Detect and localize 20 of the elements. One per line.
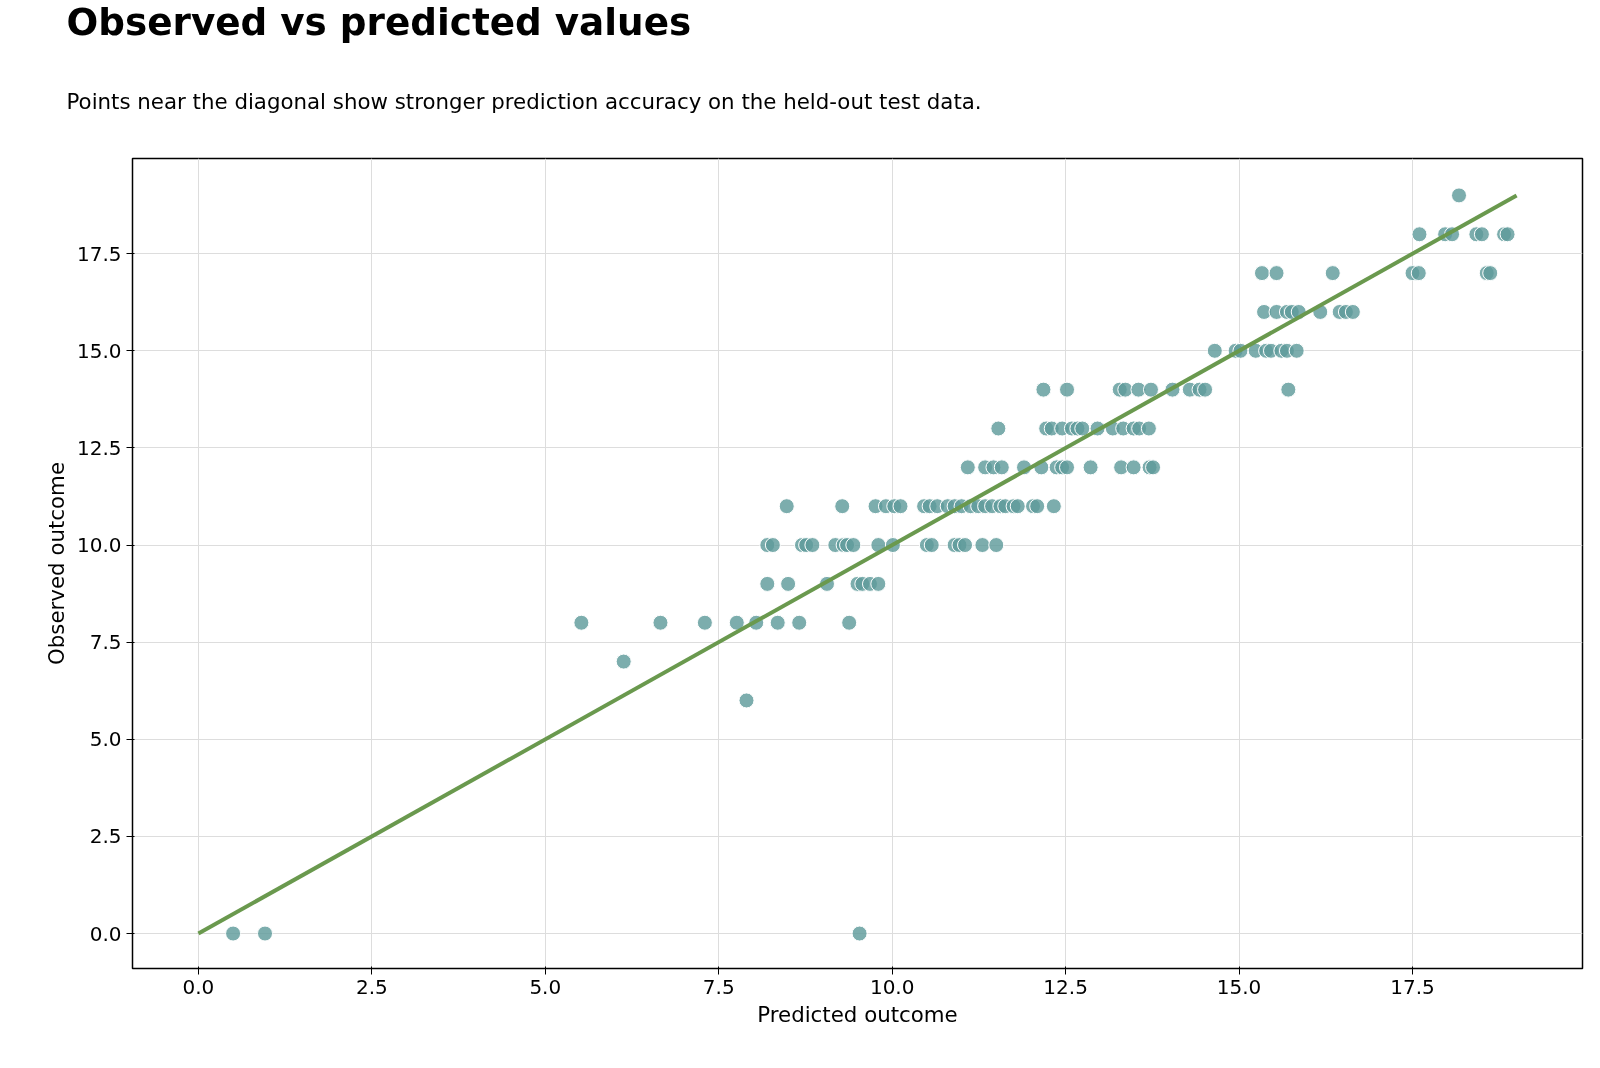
y-tick-label: 0.0 <box>89 921 122 946</box>
x-tick-label: 10.0 <box>869 974 915 999</box>
x-tick-label: 2.5 <box>355 974 388 999</box>
y-tick-label: 10.0 <box>76 533 122 558</box>
x-tick-label: 5.0 <box>529 974 562 999</box>
x-tick-label: 15.0 <box>1216 974 1262 999</box>
y-tick-label: 17.5 <box>76 241 122 266</box>
y-tick-label: 15.0 <box>76 338 122 363</box>
y-tick-label: 2.5 <box>89 824 122 849</box>
x-tick-label: 12.5 <box>1043 974 1088 999</box>
x-axis-title: Predicted outcome <box>757 1001 958 1027</box>
y-tick-label: 7.5 <box>89 630 122 655</box>
chart-subtitle: Points near the diagonal show stronger prediction accuracy on the held-out test data. <box>66 88 982 114</box>
x-tick-label: 0.0 <box>182 974 215 999</box>
y-axis-title: Observed outcome <box>43 462 69 665</box>
y-tick-label: 5.0 <box>89 727 122 752</box>
x-tick-label: 7.5 <box>702 974 735 999</box>
chart-title: Observed vs predicted values <box>66 0 692 44</box>
x-tick-label: 17.5 <box>1390 974 1435 999</box>
y-tick-label: 12.5 <box>76 435 122 460</box>
